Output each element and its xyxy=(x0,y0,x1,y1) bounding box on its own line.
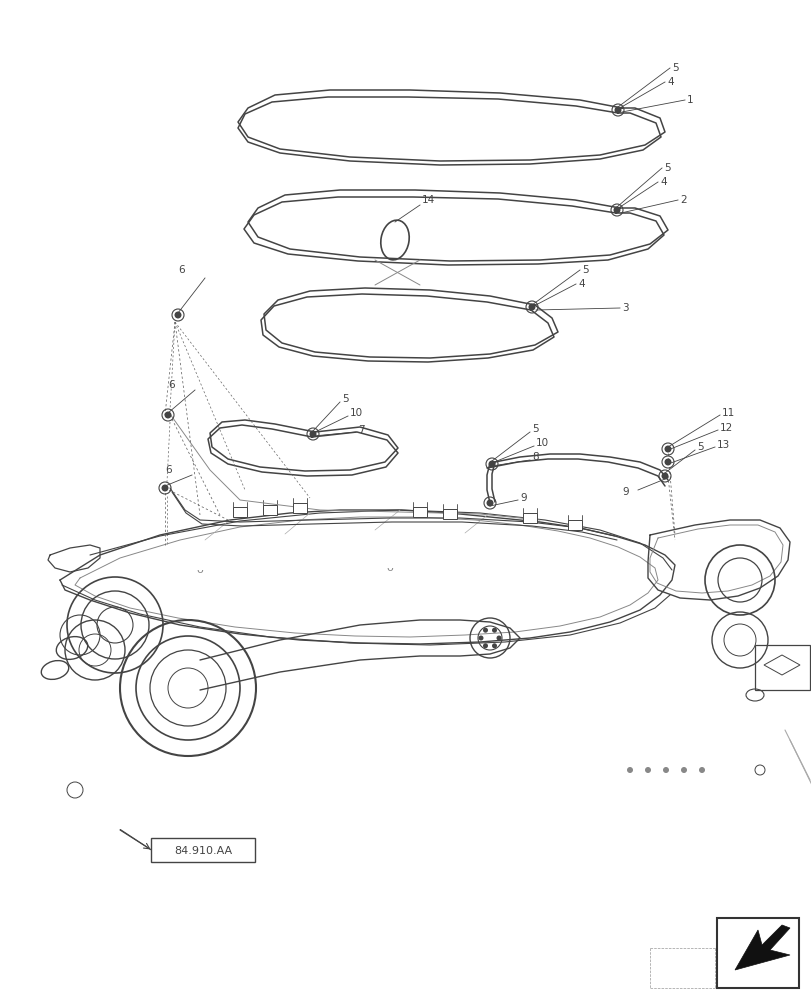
Text: 9: 9 xyxy=(621,487,628,497)
Circle shape xyxy=(174,312,182,318)
Circle shape xyxy=(644,767,650,773)
Text: 6: 6 xyxy=(178,265,185,275)
Text: 12: 12 xyxy=(719,423,732,433)
Text: 10: 10 xyxy=(535,438,548,448)
Circle shape xyxy=(483,628,487,633)
Circle shape xyxy=(663,767,668,773)
Text: 11: 11 xyxy=(721,408,734,418)
Polygon shape xyxy=(763,655,799,675)
Text: 8: 8 xyxy=(531,452,538,462)
Polygon shape xyxy=(734,925,789,970)
Circle shape xyxy=(491,628,496,633)
Circle shape xyxy=(663,446,671,452)
FancyBboxPatch shape xyxy=(413,507,427,517)
FancyBboxPatch shape xyxy=(754,645,809,690)
Circle shape xyxy=(478,636,483,641)
Circle shape xyxy=(680,767,686,773)
Circle shape xyxy=(613,207,620,214)
FancyBboxPatch shape xyxy=(443,509,457,519)
Text: 6: 6 xyxy=(165,465,172,475)
Text: ᴗ: ᴗ xyxy=(196,565,203,575)
FancyBboxPatch shape xyxy=(151,838,255,862)
FancyBboxPatch shape xyxy=(522,513,536,523)
Circle shape xyxy=(698,767,704,773)
Circle shape xyxy=(661,473,667,480)
Circle shape xyxy=(491,643,496,648)
FancyBboxPatch shape xyxy=(568,520,581,530)
Text: 2: 2 xyxy=(679,195,686,205)
Text: 84.910.AA: 84.910.AA xyxy=(174,846,232,856)
Text: 3: 3 xyxy=(621,303,628,313)
Text: 6: 6 xyxy=(168,380,175,390)
Text: 9: 9 xyxy=(519,493,526,503)
Circle shape xyxy=(161,485,169,491)
Circle shape xyxy=(165,412,171,418)
Circle shape xyxy=(309,430,316,438)
Text: 13: 13 xyxy=(716,440,729,450)
Text: 5: 5 xyxy=(696,442,703,452)
Circle shape xyxy=(528,304,534,310)
FancyBboxPatch shape xyxy=(293,503,307,513)
Text: 7: 7 xyxy=(358,425,364,435)
Text: 1: 1 xyxy=(686,95,693,105)
Text: 5: 5 xyxy=(663,163,670,173)
Circle shape xyxy=(486,499,493,506)
Circle shape xyxy=(663,458,671,466)
Circle shape xyxy=(483,643,487,648)
Circle shape xyxy=(488,460,495,468)
FancyBboxPatch shape xyxy=(233,507,247,517)
Text: 5: 5 xyxy=(581,265,588,275)
Text: 4: 4 xyxy=(659,177,666,187)
FancyBboxPatch shape xyxy=(716,918,798,988)
Text: 5: 5 xyxy=(672,63,678,73)
Text: 4: 4 xyxy=(577,279,584,289)
FancyBboxPatch shape xyxy=(263,505,277,515)
Circle shape xyxy=(496,636,501,641)
Circle shape xyxy=(614,107,620,114)
Text: 5: 5 xyxy=(531,424,538,434)
Text: 4: 4 xyxy=(666,77,673,87)
Circle shape xyxy=(626,767,633,773)
Text: ᴗ: ᴗ xyxy=(386,563,393,573)
Text: 14: 14 xyxy=(422,195,435,205)
Text: 5: 5 xyxy=(341,394,348,404)
Text: 10: 10 xyxy=(350,408,363,418)
